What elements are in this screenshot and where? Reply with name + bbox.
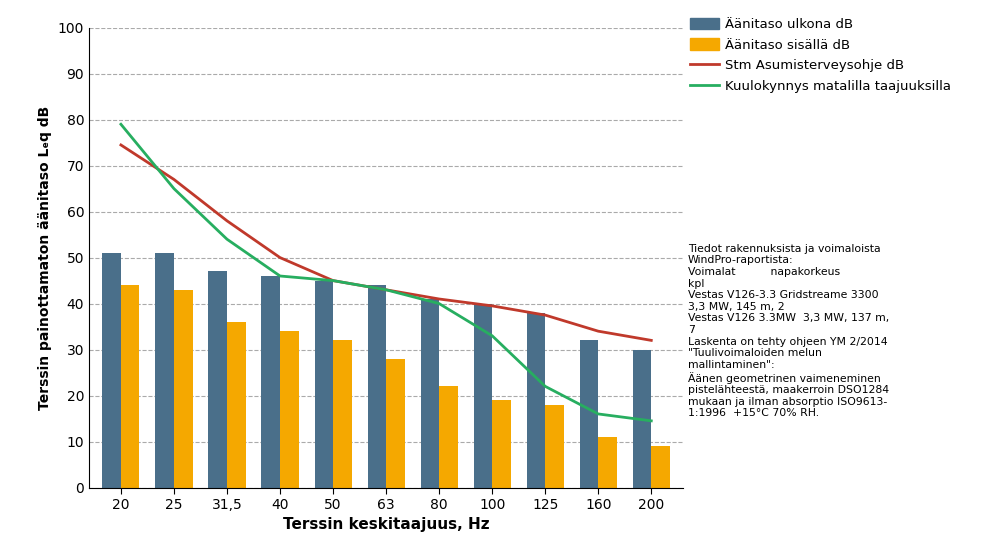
Bar (580, 340, 598, 488)
Bar (527, 313, 545, 488)
Bar (261, 276, 280, 488)
Bar (121, 285, 140, 488)
Bar (598, 437, 617, 488)
Bar (492, 400, 511, 488)
Bar (386, 359, 405, 488)
Bar (174, 290, 192, 488)
Bar (333, 340, 351, 488)
Bar (280, 331, 299, 488)
Y-axis label: Terssin painottamaton äänitaso Lₑq dB: Terssin painottamaton äänitaso Lₑq dB (39, 105, 52, 410)
Bar (315, 280, 333, 488)
Bar (209, 271, 227, 488)
Text: Tiedot rakennuksista ja voimaloista
WindPro-raportista:
Voimalat          napako: Tiedot rakennuksista ja voimaloista Wind… (688, 244, 889, 418)
Bar (651, 446, 670, 488)
Bar (227, 322, 246, 488)
Bar (102, 253, 121, 488)
Bar (155, 253, 174, 488)
X-axis label: Terssin keskitaajuus, Hz: Terssin keskitaajuus, Hz (283, 517, 489, 532)
Bar (633, 350, 651, 488)
Bar (440, 386, 457, 488)
Bar (367, 285, 386, 488)
Bar (545, 405, 563, 488)
Bar (473, 304, 492, 488)
Bar (421, 299, 440, 488)
Legend: Äänitaso ulkona dB, Äänitaso sisällä dB, Stm Asumisterveysohje dB, Kuulokynnys m: Äänitaso ulkona dB, Äänitaso sisällä dB,… (690, 18, 951, 93)
